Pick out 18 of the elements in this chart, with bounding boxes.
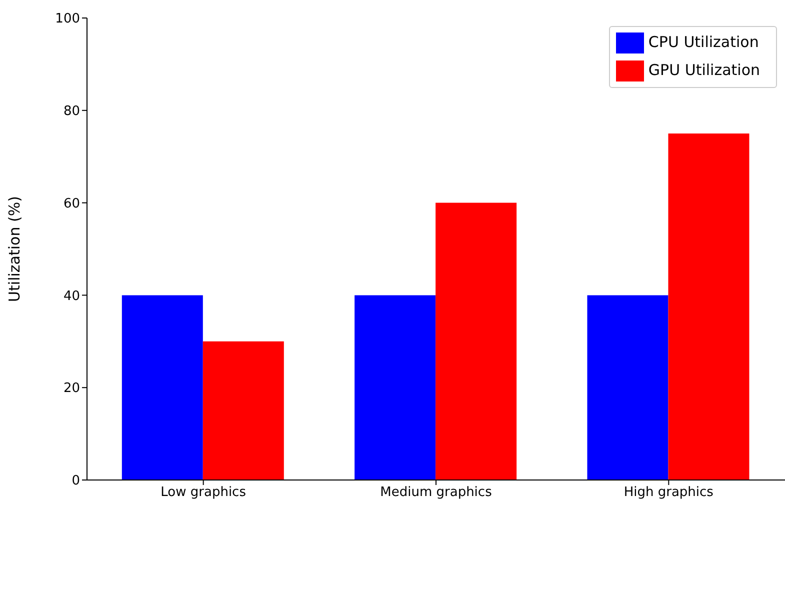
x-tick-label: High graphics [624,485,714,500]
bar [354,295,436,480]
y-tick-label: 60 [63,196,80,212]
bar [202,341,284,480]
y-tick-label: 80 [63,104,80,120]
bar [122,295,203,480]
legend-label: GPU Utilization [648,61,760,80]
bar [668,134,750,480]
y-tick-label: 40 [63,288,80,304]
bar [587,295,668,480]
x-tick-label: Low graphics [160,485,246,500]
bar [436,202,517,480]
y-axis-title: Utilization (%) [5,196,24,302]
y-tick-label: 100 [55,12,80,27]
y-tick-label: 0 [72,474,80,489]
x-tick-label: Medium graphics [380,485,492,500]
y-tick-label: 20 [63,381,80,396]
legend-label: CPU Utilization [648,33,759,52]
